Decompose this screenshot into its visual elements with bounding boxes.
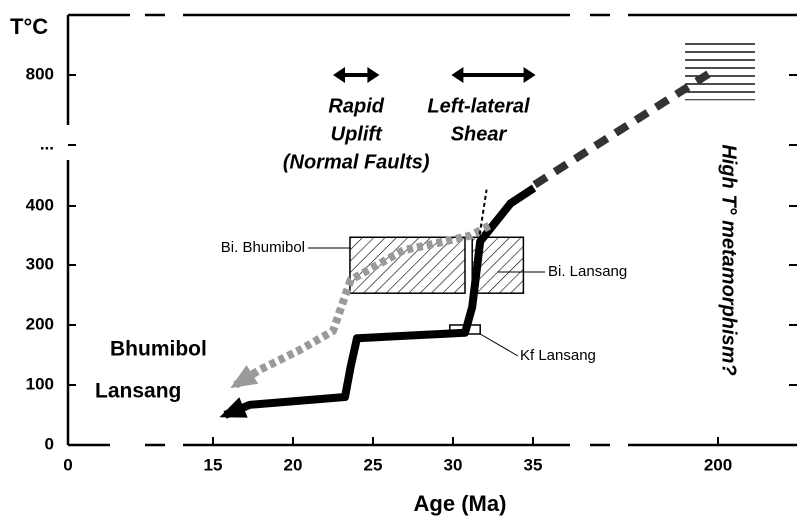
series-line — [233, 221, 492, 389]
x-tick-label: 200 — [704, 455, 732, 474]
arrow-head — [333, 67, 380, 83]
box-label: Bi. Lansang — [548, 263, 627, 280]
y-tick-label: 400 — [26, 195, 54, 214]
y-tick-label: 800 — [26, 64, 54, 83]
x-tick-label: 35 — [524, 455, 543, 474]
y-tick-label: 300 — [26, 254, 54, 273]
y-tick-label: ... — [40, 134, 54, 153]
x-tick-label: 25 — [364, 455, 383, 474]
annotation-text: Left-lateral — [427, 95, 530, 117]
series-line — [477, 189, 488, 242]
box-label: Bi. Bhumibol — [221, 239, 305, 256]
y-tick-label: 200 — [26, 314, 54, 333]
y-tick-label: 0 — [45, 434, 54, 453]
annotation-text: (Normal Faults) — [283, 151, 430, 173]
annotation-text: High T° metamorphism? — [718, 144, 740, 375]
y-tick-label: 100 — [26, 374, 54, 393]
annotation-text: Rapid — [328, 95, 384, 117]
x-tick-label: 15 — [204, 455, 223, 474]
leader-line — [479, 333, 519, 357]
arrow-head — [219, 397, 248, 418]
annotation-text: Uplift — [331, 123, 383, 145]
arrow-head — [230, 365, 259, 389]
x-tick-label: 20 — [284, 455, 303, 474]
x-axis-label: Age (Ma) — [414, 491, 507, 516]
series-label: Bhumibol — [110, 338, 207, 361]
range-box — [685, 42, 755, 101]
box-label: Kf Lansang — [520, 347, 596, 364]
series-line — [223, 184, 537, 419]
x-tick-label: 0 — [63, 455, 72, 474]
frame — [66, 13, 797, 447]
series-line — [532, 66, 717, 189]
y-axis-label: T°C — [10, 14, 48, 39]
series-label: Lansang — [95, 380, 181, 403]
x-tick-label: 30 — [444, 455, 463, 474]
annotation-text: Shear — [451, 123, 508, 145]
